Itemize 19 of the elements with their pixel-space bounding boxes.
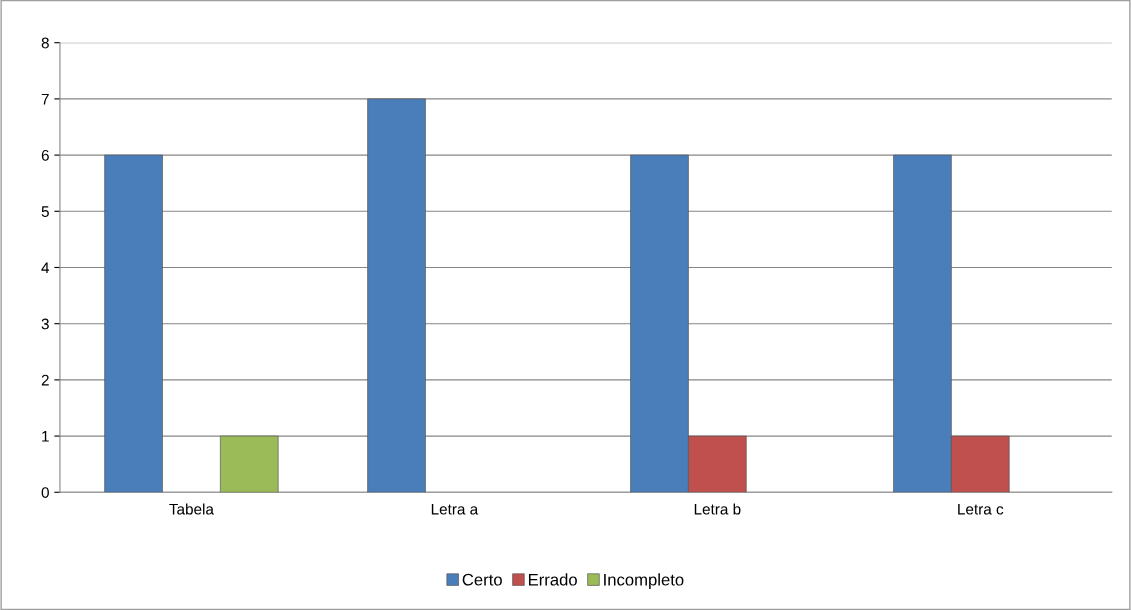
y-tick-label: 8 — [41, 37, 49, 49]
y-tick-label: 3 — [41, 318, 49, 330]
bar — [220, 435, 279, 493]
x-tick-label: Tabela — [169, 503, 214, 515]
legend-label: Errado — [528, 573, 577, 586]
legend-label: Incompleto — [604, 573, 684, 589]
x-tick-label: Letra c — [958, 503, 1004, 515]
bar — [104, 154, 163, 493]
y-tick-label: 4 — [41, 262, 50, 274]
y-tick-label: 5 — [41, 206, 49, 217]
x-tick-label: Letra a — [431, 503, 479, 515]
bar — [367, 98, 426, 493]
y-tick-label: 2 — [41, 374, 49, 386]
y-tick-label: 7 — [41, 93, 49, 105]
y-tick-label: 0 — [41, 487, 49, 498]
x-tick-label: Letra b — [694, 503, 741, 515]
y-tick-label: 6 — [41, 149, 49, 161]
y-tick-label: 1 — [42, 431, 49, 442]
legend-label: Certo — [462, 573, 502, 586]
